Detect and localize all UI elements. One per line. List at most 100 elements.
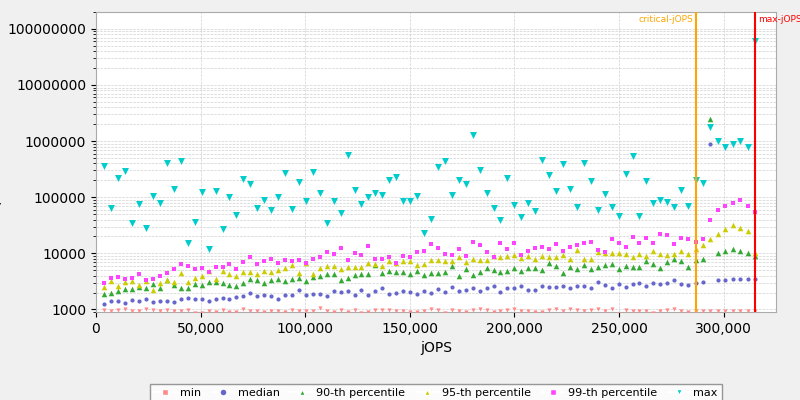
Point (202, 268, 215, 274)
Point (133, 271, 146, 277)
Point (501, 307, 514, 314)
Point (529, 287, 542, 293)
Point (195, 282, 208, 288)
Point (550, 188, 562, 194)
Point (726, 308, 739, 314)
Point (258, 258, 270, 264)
Point (369, 260, 382, 267)
Point (654, 264, 666, 271)
Point (320, 220, 333, 226)
Point (167, 186, 180, 193)
Point (209, 279, 222, 286)
Point (522, 287, 534, 293)
Point (550, 241, 562, 247)
Point (342, 275, 354, 282)
Point (515, 268, 528, 274)
Point (119, 279, 132, 286)
Point (223, 271, 236, 277)
Point (494, 308, 507, 314)
Point (119, 300, 132, 306)
Point (598, 191, 611, 198)
Point (174, 296, 187, 302)
Point (591, 264, 604, 270)
Point (133, 308, 146, 314)
Point (612, 213, 625, 219)
Point (410, 262, 423, 268)
Point (209, 276, 222, 282)
Point (146, 281, 159, 287)
Point (640, 258, 653, 264)
Point (742, 308, 754, 314)
Point (585, 178, 598, 184)
Point (299, 308, 312, 314)
Point (640, 235, 653, 242)
Point (272, 194, 285, 200)
Point (682, 203, 694, 209)
Point (647, 200, 660, 206)
Point (542, 306, 555, 313)
Point (383, 290, 396, 297)
Point (494, 217, 507, 223)
Point (570, 283, 583, 289)
Point (397, 288, 410, 294)
Point (501, 175, 514, 181)
Point (188, 280, 201, 287)
Point (140, 277, 153, 284)
Point (425, 215, 438, 222)
Point (244, 269, 257, 275)
Point (293, 178, 306, 185)
Point (494, 254, 507, 260)
Point (154, 285, 166, 291)
Point (726, 222, 739, 228)
Point (438, 258, 451, 265)
Point (306, 290, 319, 297)
Point (536, 283, 549, 290)
Point (202, 279, 215, 285)
Point (167, 299, 180, 306)
Point (216, 307, 229, 314)
Point (161, 277, 174, 283)
Point (536, 267, 549, 273)
Point (390, 268, 402, 275)
Point (711, 231, 724, 237)
Point (606, 204, 618, 210)
Point (195, 296, 208, 302)
Point (133, 201, 146, 208)
Point (334, 245, 347, 251)
Point (140, 296, 153, 302)
Point (119, 306, 132, 312)
Point (508, 306, 521, 313)
Point (188, 266, 201, 272)
Point (355, 271, 368, 278)
Point (726, 140, 739, 147)
Point (690, 177, 703, 184)
Point (202, 246, 215, 252)
Point (397, 269, 410, 275)
Point (487, 308, 500, 315)
Point (397, 197, 410, 204)
Point (696, 236, 709, 242)
Point (293, 308, 306, 315)
Point (230, 294, 243, 300)
Point (369, 256, 382, 262)
Point (466, 256, 479, 262)
Point (682, 236, 694, 242)
Point (314, 305, 326, 312)
Point (742, 228, 754, 234)
Point (251, 277, 264, 284)
Point (466, 272, 479, 278)
Point (704, 124, 717, 130)
Point (718, 248, 731, 254)
Point (668, 306, 681, 312)
Point (749, 250, 762, 256)
Point (626, 307, 639, 314)
Point (348, 291, 361, 298)
Point (515, 255, 528, 261)
Point (410, 193, 423, 199)
Point (508, 264, 521, 271)
Point (195, 265, 208, 271)
Point (522, 247, 534, 254)
Point (397, 258, 410, 264)
Point (404, 198, 417, 204)
Point (563, 306, 576, 313)
